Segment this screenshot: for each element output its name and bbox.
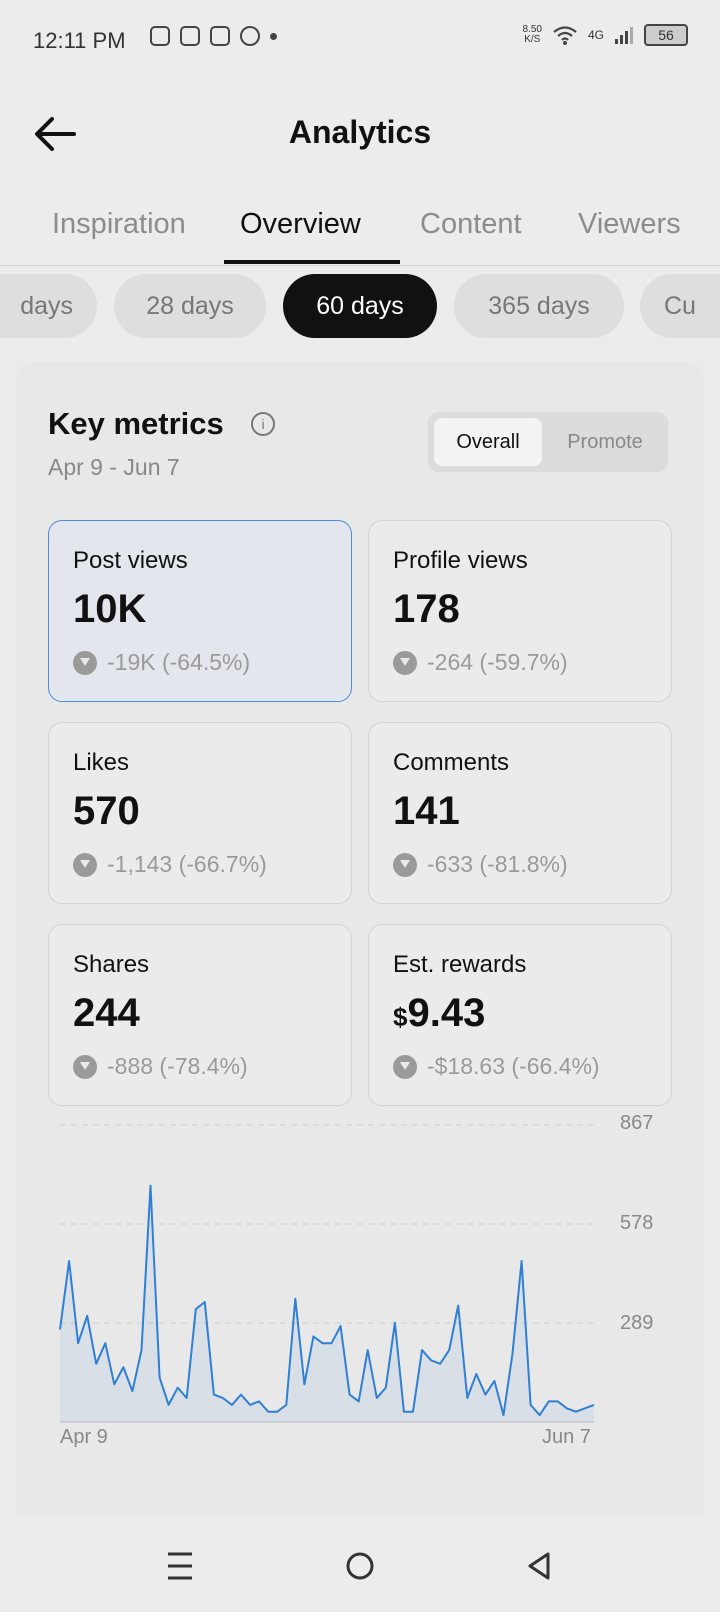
metric-delta: -264 (-59.7%) [393,649,568,676]
metric-delta: -1,143 (-66.7%) [73,851,267,878]
network-type: 4G [587,28,604,42]
gmail-icon [210,26,230,46]
arrow-down-icon [73,650,97,675]
toggle-overall[interactable]: Overall [434,418,542,466]
chip-60-days[interactable]: 60 days [283,274,437,338]
y-tick-label: 867 [620,1112,654,1134]
metric-delta-text: -19K (-64.5%) [107,649,251,675]
currency-symbol: $ [393,1002,408,1032]
chip-7-days[interactable]: days [0,274,97,338]
date-range-chips: days 28 days 60 days 365 days Cu [0,274,720,340]
wifi-icon [553,26,577,45]
metric-value: 10K [73,587,147,631]
post-views-series-line [59,1184,595,1417]
metric-value: 141 [393,789,460,833]
network-speed: 8.50 K/S [523,25,542,45]
metric-label: Est. rewards [393,951,527,978]
metric-comments[interactable]: Comments 141 -633 (-81.8%) [368,722,672,904]
y-tick-label: 289 [620,1312,654,1334]
metric-delta: -19K (-64.5%) [73,649,250,676]
metric-delta-text: -633 (-81.8%) [427,851,568,877]
y-tick-label: 578 [620,1212,654,1234]
metric-label: Post views [73,547,188,574]
tab-bar: Inspiration Overview Content Viewers [0,196,720,266]
metric-value: 570 [73,789,140,833]
metric-label: Likes [73,749,130,776]
status-time: 12:11 PM [33,28,126,53]
tab-overview[interactable]: Overview [240,208,361,240]
arrow-down-icon [393,1054,417,1079]
page-title: Analytics [288,114,432,150]
tab-content[interactable]: Content [420,208,522,240]
toggle-promote[interactable]: Promote [567,430,643,453]
instagram-icon [150,26,170,46]
metric-delta-text: -264 (-59.7%) [427,649,568,675]
key-metrics-card: Key metrics i Apr 9 - Jun 7 Overall Prom… [16,362,704,1612]
notification-icons [150,26,277,46]
app-header: Analytics [0,96,720,176]
back-arrow-icon[interactable] [32,114,78,154]
battery-icon: 56 [644,24,688,46]
metric-delta-text: -888 (-78.4%) [107,1053,248,1079]
system-icons: 8.50 K/S 4G 56 [523,24,688,46]
network-speed-value: 8.50 [522,24,542,35]
chart-svg [59,1124,595,1423]
key-metrics-title: Key metrics [48,406,224,441]
back-icon[interactable] [520,1548,560,1584]
metric-post-views[interactable]: Post views 10K -19K (-64.5%) [48,520,352,702]
metric-delta-text: -1,143 (-66.7%) [107,851,267,877]
chip-28-days[interactable]: 28 days [114,274,266,338]
metric-delta: -888 (-78.4%) [73,1053,248,1080]
overall-promote-toggle: Overall Promote [428,412,668,472]
metric-profile-views[interactable]: Profile views 178 -264 (-59.7%) [368,520,672,702]
post-views-chart: 867 578 289 Apr 9 Jun 7 [16,1100,704,1460]
chip-custom[interactable]: Cu [640,274,720,338]
metric-likes[interactable]: Likes 570 -1,143 (-66.7%) [48,722,352,904]
app-icon [180,26,200,46]
metric-value: 178 [393,587,460,631]
messenger-icon [240,26,260,46]
x-end-label: Jun 7 [542,1426,591,1448]
system-nav-bar [0,1516,720,1612]
status-bar: 12:11 PM 8.50 K/S 4G 56 [0,0,720,84]
date-range-label: Apr 9 - Jun 7 [48,454,180,480]
signal-icon [615,27,633,44]
home-icon[interactable] [340,1548,380,1584]
arrow-down-icon [73,852,97,877]
tab-viewers[interactable]: Viewers [578,208,681,240]
metric-label: Shares [73,951,150,978]
metric-value: 244 [73,991,140,1035]
x-start-label: Apr 9 [60,1426,108,1448]
arrow-down-icon [73,1054,97,1079]
metric-delta-text: -$18.63 (-66.4%) [427,1053,600,1079]
metric-label: Comments [393,749,510,776]
metric-label: Profile views [393,547,528,574]
metric-delta: -633 (-81.8%) [393,851,568,878]
more-notifications-icon [270,32,277,40]
menu-icon[interactable] [160,1548,200,1584]
metric-delta: -$18.63 (-66.4%) [393,1053,600,1080]
metric-value: $9.43 [393,991,485,1036]
metric-amount: 9.43 [407,991,486,1035]
metric-est-rewards[interactable]: Est. rewards $9.43 -$18.63 (-66.4%) [368,924,672,1106]
arrow-down-icon [393,852,417,877]
arrow-down-icon [393,650,417,675]
info-icon[interactable]: i [251,412,275,436]
metric-shares[interactable]: Shares 244 -888 (-78.4%) [48,924,352,1106]
network-speed-unit: K/S [524,34,541,45]
chart-area-fill [60,1185,594,1422]
chip-365-days[interactable]: 365 days [454,274,624,338]
active-tab-indicator [224,260,400,264]
tab-inspiration[interactable]: Inspiration [52,208,186,240]
